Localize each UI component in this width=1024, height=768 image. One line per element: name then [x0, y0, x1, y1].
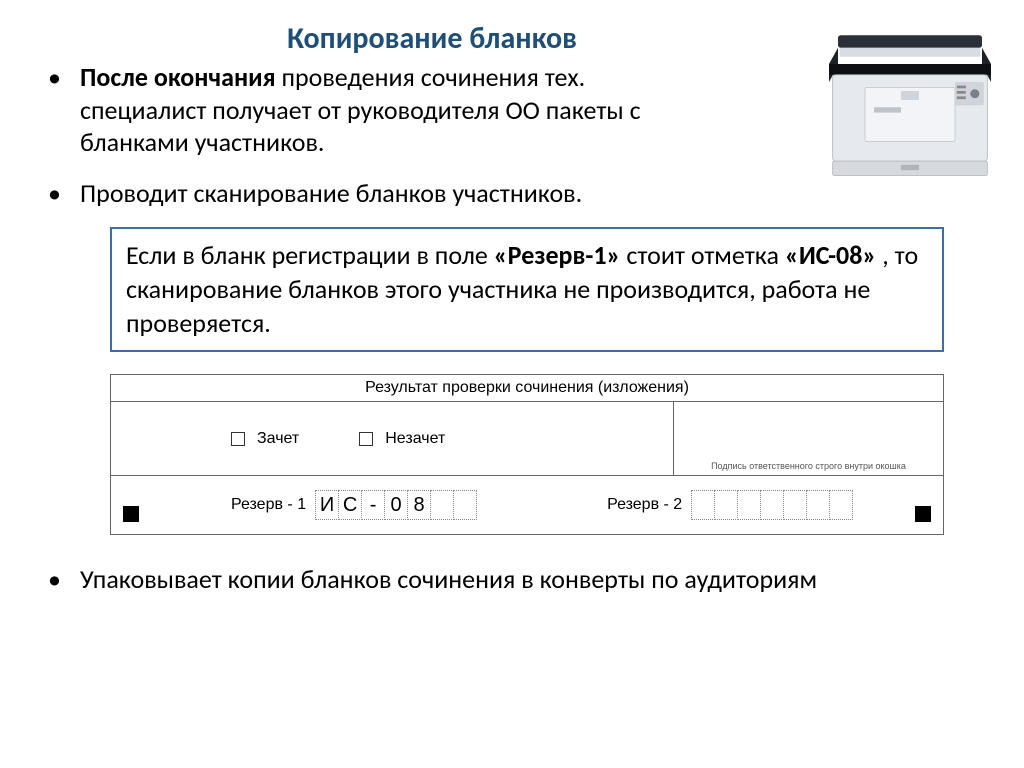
reserve1-cell: [453, 490, 477, 520]
note-b2: «ИС-08»: [785, 239, 877, 271]
reserve2-cell: [691, 490, 715, 520]
opt2-label: Незачет: [385, 430, 445, 448]
bullet-item-3: Упаковывает копии бланков сочинения в ко…: [60, 563, 994, 596]
note-b1: «Резерв-1»: [494, 239, 621, 271]
alignment-marker-icon: [123, 506, 139, 522]
reserve1-cell: [430, 490, 454, 520]
reserve2-cell: [806, 490, 830, 520]
reserve1-cell: И: [315, 490, 339, 520]
reserve1-cell: -: [361, 490, 385, 520]
bullet-item-1: После окончания проведения сочинения тех…: [60, 61, 680, 159]
form-scan-result: Результат проверки сочинения (изложения)…: [110, 374, 944, 535]
copier-icon: [820, 28, 1000, 181]
reserve2-cell: [783, 490, 807, 520]
opt1-label: Зачет: [257, 430, 299, 448]
alignment-marker-icon: [915, 506, 931, 522]
reserve2-label: Резерв - 2: [607, 496, 682, 514]
reserve1-label: Резерв - 1: [231, 496, 306, 514]
signature-hint: Подпись ответственного строго внутри око…: [711, 461, 906, 471]
reserve2-cell: [714, 490, 738, 520]
reserve2-cell: [829, 490, 853, 520]
signature-cell: Подпись ответственного строго внутри око…: [673, 402, 943, 475]
reserve1-cells: ИС-08: [316, 490, 477, 520]
note-p2: стоит отметка: [621, 239, 785, 271]
checkbox-icon: [231, 432, 245, 446]
checkbox-zachet[interactable]: Зачет: [231, 430, 299, 448]
reserve1-cell: 0: [384, 490, 408, 520]
reserve1-cell: С: [338, 490, 362, 520]
form-header: Результат проверки сочинения (изложения): [111, 375, 943, 402]
note-p1: Если в бланк регистрации в поле: [126, 239, 494, 271]
reserve2-cells: [692, 490, 853, 520]
bullet-1-bold: После окончания: [80, 61, 276, 93]
form-row-grade: Зачет Незачет Подпись ответственного стр…: [111, 402, 943, 476]
form-row-reserve: Резерв - 1 ИС-08 Резерв - 2: [111, 476, 943, 534]
reserve1-cell: 8: [407, 490, 431, 520]
checkbox-icon: [359, 432, 373, 446]
reserve2-cell: [760, 490, 784, 520]
reserve2-cell: [737, 490, 761, 520]
bullet-item-2: Проводит сканирование бланков участников…: [60, 177, 994, 210]
note-box: Если в бланк регистрации в поле «Резерв-…: [110, 227, 944, 352]
checkbox-nezachet[interactable]: Незачет: [359, 430, 445, 448]
